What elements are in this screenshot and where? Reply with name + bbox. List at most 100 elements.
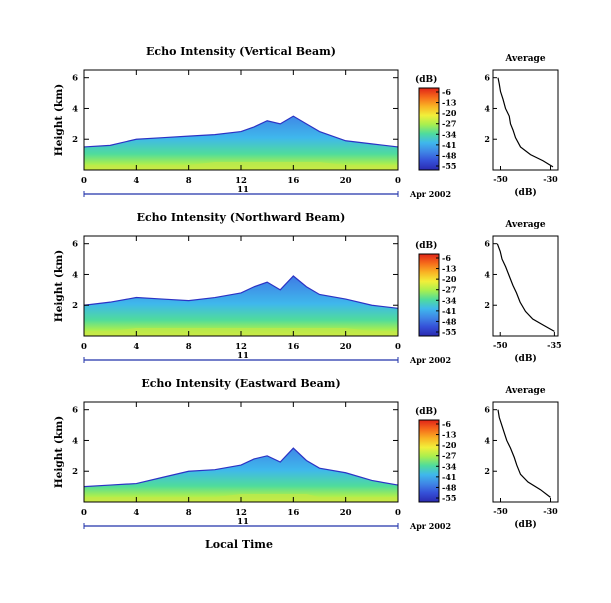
avg-y-tick-label: 2 bbox=[484, 134, 490, 144]
day-label: 11 bbox=[237, 517, 249, 527]
day-label: 11 bbox=[237, 351, 249, 361]
x-tick-label: 0 bbox=[395, 342, 401, 352]
colorbar-tick-label: -34 bbox=[442, 129, 457, 139]
avg-y-tick-label: 6 bbox=[484, 73, 490, 83]
avg-x-tick-label: -50 bbox=[493, 506, 508, 516]
avg-y-tick-label: 4 bbox=[484, 269, 490, 279]
date-label: Apr 2002 bbox=[409, 355, 451, 365]
colorbar-tick-label: -6 bbox=[442, 87, 451, 97]
colorbar-tick-label: -27 bbox=[442, 451, 456, 461]
y-tick-label: 4 bbox=[72, 436, 78, 446]
avg-y-tick-label: 4 bbox=[484, 103, 490, 113]
y-axis-label: Height (km) bbox=[53, 84, 65, 156]
avg-x-label: (dB) bbox=[514, 353, 536, 364]
x-tick-label: 4 bbox=[133, 176, 139, 186]
colorbar-tick-label: -34 bbox=[442, 461, 457, 471]
colorbar bbox=[418, 87, 440, 171]
day-label: 11 bbox=[237, 185, 249, 195]
panel-3: Echo Intensity (Eastward Beam) 6 4 2 Height … bbox=[53, 377, 559, 531]
avg-x-label: (dB) bbox=[514, 187, 536, 198]
date-label: Apr 2002 bbox=[409, 189, 451, 199]
date-label: Apr 2002 bbox=[409, 521, 451, 531]
x-tick-label: 20 bbox=[340, 176, 352, 186]
colorbar-unit: (dB) bbox=[415, 74, 437, 85]
colorbar-tick-label: -41 bbox=[442, 140, 456, 150]
colorbar-tick-label: -13 bbox=[442, 430, 457, 440]
x-tick-label: 0 bbox=[81, 508, 87, 518]
average-profile-line bbox=[497, 77, 554, 168]
colorbar-tick-label: -55 bbox=[442, 161, 456, 171]
panel-title: Echo Intensity (Vertical Beam) bbox=[146, 45, 336, 58]
colorbar-tick-label: -6 bbox=[442, 419, 451, 429]
y-tick-label: 2 bbox=[72, 135, 78, 145]
colorbar-tick-label: -20 bbox=[442, 440, 457, 450]
avg-x-tick-label: -35 bbox=[547, 340, 561, 350]
colorbar-tick-label: -48 bbox=[442, 150, 457, 160]
colorbar-tick-label: -55 bbox=[442, 493, 456, 503]
colorbar bbox=[418, 253, 440, 337]
y-tick-label: 6 bbox=[72, 240, 78, 250]
x-tick-label: 12 bbox=[235, 508, 247, 518]
x-axis-label: Local Time bbox=[205, 538, 273, 551]
average-profile-line bbox=[496, 243, 555, 332]
panel-1: Echo Intensity (Vertical Beam) 6 4 2 Height … bbox=[53, 45, 559, 199]
x-tick-label: 12 bbox=[235, 176, 247, 186]
echo-top-line bbox=[83, 275, 399, 309]
colorbar-tick-label: -34 bbox=[442, 295, 457, 305]
avg-y-tick-label: 2 bbox=[484, 300, 490, 310]
average-title: Average bbox=[504, 54, 545, 64]
avg-y-tick-label: 2 bbox=[484, 466, 490, 476]
colorbar-tick-label: -20 bbox=[442, 274, 457, 284]
echo-heatmap bbox=[84, 276, 398, 336]
avg-x-tick-label: -30 bbox=[543, 174, 558, 184]
y-tick-label: 2 bbox=[72, 301, 78, 311]
x-tick-label: 20 bbox=[340, 508, 352, 518]
colorbar-tick-label: -13 bbox=[442, 98, 457, 108]
y-axis-label: Height (km) bbox=[53, 416, 65, 488]
average-title: Average bbox=[504, 220, 545, 230]
colorbar-tick-label: -6 bbox=[442, 253, 451, 263]
avg-x-tick-label: -30 bbox=[543, 506, 558, 516]
x-tick-label: 20 bbox=[340, 342, 352, 352]
x-tick-label: 0 bbox=[395, 176, 401, 186]
x-tick-label: 0 bbox=[395, 508, 401, 518]
avg-y-tick-label: 4 bbox=[484, 435, 490, 445]
average-title: Average bbox=[504, 386, 545, 396]
average-profile-line bbox=[497, 409, 551, 498]
y-tick-label: 4 bbox=[72, 104, 78, 114]
avg-x-tick-label: -50 bbox=[493, 340, 508, 350]
colorbar-tick-label: -48 bbox=[442, 316, 457, 326]
avg-x-tick-label: -50 bbox=[493, 174, 508, 184]
echo-heatmap bbox=[84, 116, 398, 170]
avg-y-tick-label: 6 bbox=[484, 405, 490, 415]
y-tick-label: 4 bbox=[72, 270, 78, 280]
colorbar-tick-label: -27 bbox=[442, 285, 456, 295]
x-tick-label: 16 bbox=[287, 508, 299, 518]
y-tick-label: 2 bbox=[72, 467, 78, 477]
echo-top-line bbox=[83, 447, 399, 488]
x-tick-label: 0 bbox=[81, 176, 87, 186]
panel-2: Echo Intensity (Northward Beam) 6 4 2 Height… bbox=[53, 211, 562, 365]
colorbar-unit: (dB) bbox=[415, 240, 437, 251]
average-frame bbox=[492, 69, 559, 171]
avg-x-label: (dB) bbox=[514, 519, 536, 530]
y-axis-label: Height (km) bbox=[53, 250, 65, 322]
echo-heatmap bbox=[84, 448, 398, 502]
avg-y-tick-label: 6 bbox=[484, 239, 490, 249]
panel-title: Echo Intensity (Northward Beam) bbox=[137, 211, 346, 224]
colorbar-tick-label: -41 bbox=[442, 306, 456, 316]
x-tick-label: 16 bbox=[287, 342, 299, 352]
x-tick-label: 16 bbox=[287, 176, 299, 186]
colorbar bbox=[418, 419, 440, 503]
colorbar-tick-label: -20 bbox=[442, 108, 457, 118]
average-frame bbox=[492, 401, 559, 503]
y-tick-label: 6 bbox=[72, 406, 78, 416]
colorbar-tick-label: -41 bbox=[442, 472, 456, 482]
panel-title: Echo Intensity (Eastward Beam) bbox=[141, 377, 340, 390]
x-tick-label: 4 bbox=[133, 508, 139, 518]
y-tick-label: 6 bbox=[72, 74, 78, 84]
average-frame bbox=[492, 235, 559, 337]
colorbar-tick-label: -48 bbox=[442, 482, 457, 492]
colorbar-unit: (dB) bbox=[415, 406, 437, 417]
x-tick-label: 12 bbox=[235, 342, 247, 352]
